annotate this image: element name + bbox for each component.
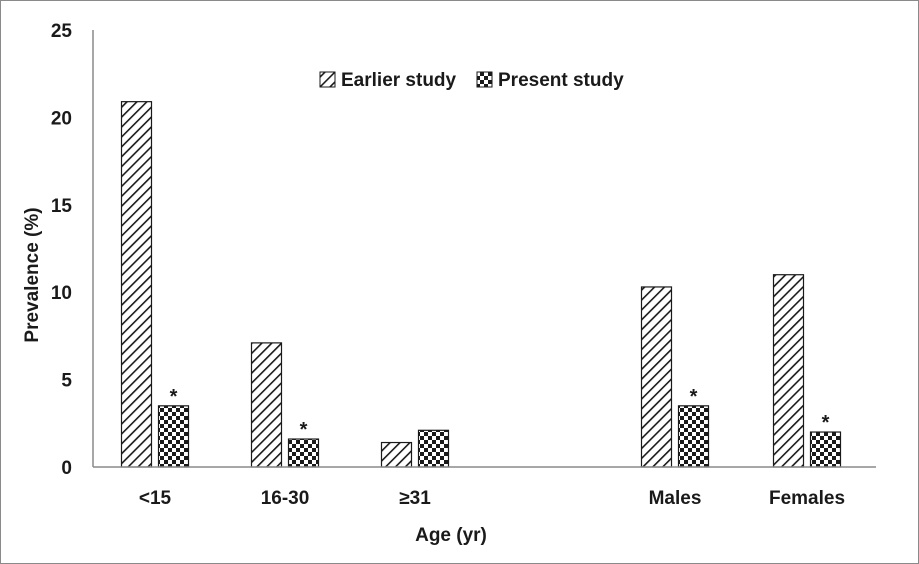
significance-marker-males: * [690, 386, 698, 408]
x-tick-label-males: Males [649, 488, 702, 509]
y-tick-label-20: 20 [51, 108, 72, 129]
legend-swatch-present-study [476, 71, 493, 88]
significance-marker-females: * [822, 412, 830, 434]
y-tick-label-0: 0 [61, 458, 72, 479]
x-tick-label-16-30: 16-30 [261, 488, 310, 509]
bar-present-study-males [677, 405, 710, 468]
legend-swatch-earlier-study [319, 71, 336, 88]
legend-label-present-study: Present study [498, 70, 624, 91]
bar-present-study-lt-15 [157, 405, 190, 468]
y-axis-title: Prevalence (%) [22, 207, 43, 342]
bars-group [120, 101, 842, 468]
y-tick-label-5: 5 [61, 371, 72, 392]
annotations-group: * * * * [170, 386, 830, 441]
bar-present-study-16-30 [287, 438, 320, 468]
bar-earlier-study-16-30 [250, 342, 283, 468]
significance-marker-lt-15: * [170, 386, 178, 408]
bar-present-study-gte-31 [417, 429, 450, 468]
y-tick-label-10: 10 [51, 283, 72, 304]
x-tick-label-gte-31: ≥31 [399, 488, 431, 509]
x-tick-label-lt-15: <15 [139, 488, 172, 509]
significance-marker-16-30: * [300, 419, 308, 441]
x-tick-label-females: Females [769, 488, 845, 509]
bar-earlier-study-males [640, 286, 673, 468]
bar-present-study-females [809, 431, 842, 468]
y-tick-labels: 0 5 10 15 20 25 [51, 21, 73, 479]
x-axis-title: Age (yr) [415, 525, 487, 546]
y-tick-label-25: 25 [51, 21, 73, 42]
legend-label-earlier-study: Earlier study [341, 70, 457, 91]
bar-earlier-study-gte-31 [380, 441, 413, 468]
legend: Earlier study Present study [319, 70, 624, 91]
bar-earlier-study-lt-15 [120, 101, 153, 468]
bar-earlier-study-females [772, 274, 805, 468]
y-tick-label-15: 15 [51, 196, 73, 217]
x-tick-labels: <15 16-30 ≥31 Males Females [139, 488, 845, 509]
